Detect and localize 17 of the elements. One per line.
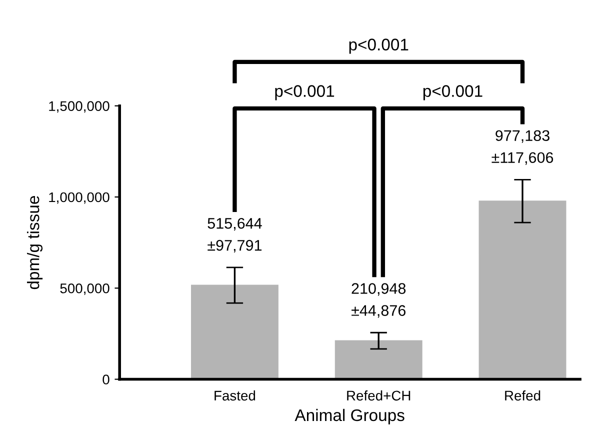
data-label: 515,644 ±97,791 <box>208 218 262 253</box>
bar <box>334 340 422 380</box>
y-axis-title: dpm/g tissue <box>27 196 43 290</box>
x-tick-label: Refed <box>505 390 540 401</box>
x-tick-label: Refed+CH <box>347 390 410 401</box>
text: p<0.001 <box>423 85 482 100</box>
y-tick-label: 1,500,000 <box>49 101 110 113</box>
text: p<0.001 <box>349 38 408 54</box>
x-tick-label: Fasted <box>214 390 256 401</box>
x-axis-title: Animal Groups <box>294 408 404 424</box>
text: p<0.001 <box>275 85 334 100</box>
y-tick-label: 0 <box>102 374 110 384</box>
y-tick-label: 1,000,000 <box>49 192 110 204</box>
y-tick-label: 500,000 <box>60 283 110 295</box>
bar <box>190 284 278 380</box>
data-label: 977,183 ±117,606 <box>492 130 554 165</box>
data-label: 210,948 ±44,876 <box>352 283 406 318</box>
